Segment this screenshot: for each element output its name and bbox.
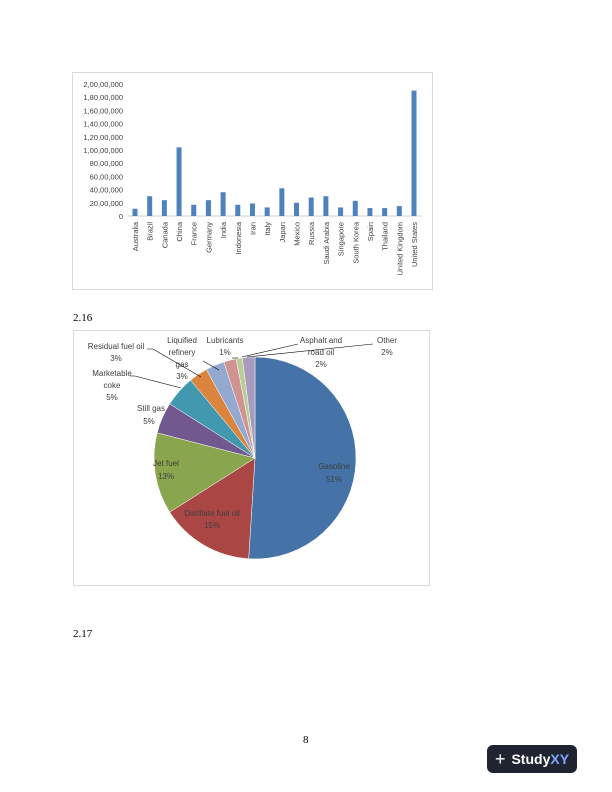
y-tick-label: 1,40,00,000 (83, 120, 123, 129)
pie-label: Jet fuel (153, 459, 179, 468)
x-tick-label: Indonesia (234, 221, 243, 254)
pie-leader-line (202, 360, 220, 371)
section-2-16: 2.16 (73, 312, 93, 324)
y-tick-label: 40,00,000 (90, 186, 123, 195)
bar-indonesia (235, 204, 241, 216)
bar-italy (264, 207, 270, 216)
bar-saudi-arabia (323, 196, 329, 216)
pie-label: Distillate fuel oil (184, 509, 240, 518)
bar-chart-svg: 0 20,00,000 40,00,000 60,00,000 80,00,000 1,0… (83, 80, 422, 275)
pie-leader-line (147, 348, 202, 378)
y-tick-label: 1,00,00,000 (83, 146, 123, 155)
x-tick-label: Canada (160, 221, 169, 248)
y-tick-label: 0 (119, 212, 123, 221)
x-tick-label: Russia (307, 221, 316, 245)
pie-percent-label: 3% (110, 354, 122, 363)
pie-percent-label: 15% (204, 521, 220, 530)
studyxy-logo[interactable]: + Study XY (487, 745, 577, 773)
pie-label: Still gas (137, 404, 165, 413)
pie-label: gas (176, 360, 189, 369)
x-tick-label: Italy (263, 222, 272, 236)
logo-text-xy: XY (550, 751, 570, 767)
y-tick-label: 1,20,00,000 (83, 133, 123, 142)
x-tick-label: China (175, 221, 184, 241)
pie-percent-label: 2% (315, 360, 327, 369)
x-tick-label: India (219, 221, 228, 238)
pie-label: coke (104, 381, 121, 390)
bar-india (220, 192, 226, 216)
x-tick-label: United Kingdom (395, 222, 404, 275)
x-tick-label: Japan (278, 222, 287, 242)
bar-united-states (411, 90, 417, 216)
bar-chart: 0 20,00,000 40,00,000 60,00,000 80,00,000 1,0… (72, 72, 433, 290)
bar-iran (249, 203, 255, 216)
bar-singapore (338, 207, 344, 216)
x-tick-label: Germany (204, 222, 213, 253)
x-tick-label: United States (410, 222, 419, 267)
pie-leader-line (241, 343, 299, 358)
bar-thailand (382, 208, 388, 216)
pie-percent-label: 51% (326, 475, 342, 484)
pie-percent-label: 2% (381, 348, 393, 357)
pie-slice-2 (153, 432, 256, 513)
bar-spain (367, 208, 373, 216)
pie-label: road oil (308, 348, 334, 357)
pie-percent-label: 5% (143, 417, 155, 426)
logo-text-study: Study (511, 751, 551, 767)
pie-label: Gasoline (318, 462, 350, 471)
y-tick-label: 80,00,000 (90, 159, 123, 168)
pie-leader-line (130, 375, 182, 389)
pie-label: Other (377, 336, 397, 345)
y-tick-label: 60,00,000 (90, 172, 123, 181)
pie-percent-label: 1% (219, 348, 231, 357)
bar-united-kingdom (396, 206, 402, 216)
plus-icon: + (494, 748, 506, 769)
y-tick-label: 20,00,000 (90, 199, 123, 208)
x-tick-label: Iran (248, 222, 257, 235)
bar-australia (132, 208, 138, 216)
pie-slice-9 (242, 356, 256, 459)
x-tick-label: Singapore (337, 222, 346, 256)
y-tick-label: 2,00,00,000 (83, 80, 123, 89)
page-number: 8 (303, 734, 309, 746)
pie-percent-label: 5% (106, 393, 118, 402)
x-tick-label: Spain (366, 222, 375, 241)
pie-label: Marketable (92, 369, 132, 378)
x-tick-label: Saudi Arabia (322, 221, 331, 264)
pie-percent-label: 13% (158, 472, 174, 481)
pie-label: Residual fuel oil (88, 342, 145, 351)
pie-chart-svg: Gasoline 51% Distillate fuel oil 15% Jet fue… (88, 336, 397, 560)
bar-south-korea (352, 200, 358, 216)
pie-label: Liquified (167, 336, 197, 345)
x-tick-label: Brazil (146, 222, 155, 241)
pie-slice-1 (169, 457, 256, 560)
pie-label: refinery (169, 348, 196, 357)
x-tick-label: Thailand (381, 222, 390, 251)
bar-mexico (294, 202, 300, 216)
section-2-17: 2.17 (73, 628, 93, 640)
x-tick-label: France (190, 222, 199, 245)
bar-france (191, 204, 197, 216)
pie-slice-0 (248, 356, 357, 560)
pie-label: Lubricants (207, 336, 244, 345)
bar-russia (308, 197, 314, 216)
pie-label: Asphalt and (300, 336, 342, 345)
x-tick-label: Mexico (293, 222, 302, 246)
y-tick-label: 1,60,00,000 (83, 106, 123, 115)
pie-chart: Gasoline 51% Distillate fuel oil 15% Jet fue… (73, 330, 430, 586)
bar-germany (205, 200, 211, 216)
pie-leader-line (246, 343, 374, 358)
y-tick-label: 1,80,00,000 (83, 93, 123, 102)
bar-canada (161, 200, 167, 216)
x-tick-label: South Korea (351, 221, 360, 264)
pie-percent-label: 3% (176, 372, 188, 381)
bar-japan (279, 188, 285, 216)
bar-brazil (147, 196, 153, 216)
bar-china (176, 147, 182, 216)
x-tick-label: Australia (131, 221, 140, 251)
